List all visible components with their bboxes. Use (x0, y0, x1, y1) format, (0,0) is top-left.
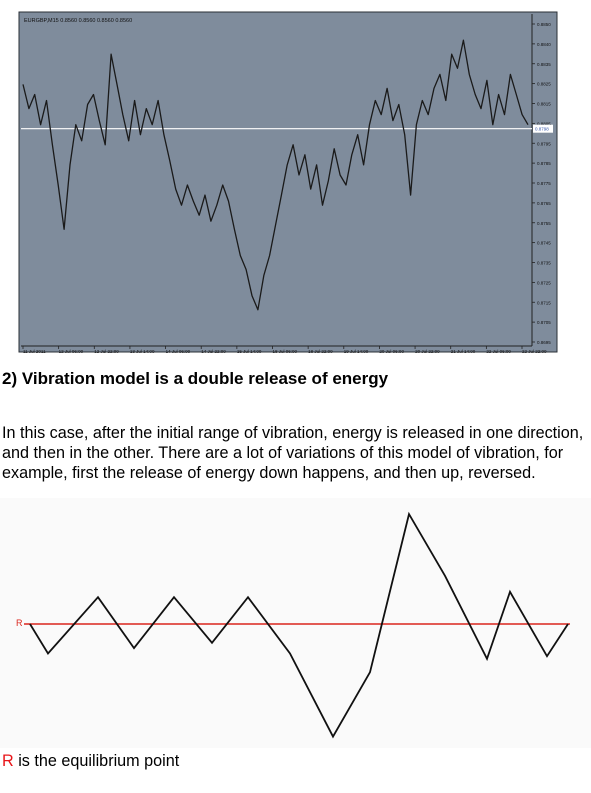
current-price-label-box (533, 124, 553, 133)
x-tick-label: 11 Jul 2011 (23, 349, 46, 354)
diagram-background (0, 498, 591, 748)
y-tick-label: 0.8785 (537, 161, 551, 166)
y-tick-label: 0.8805 (537, 121, 551, 126)
x-tick-label: 22 Jul 22:00 (522, 349, 547, 354)
y-tick-label: 0.8835 (537, 62, 551, 67)
x-tick-label: 20 Jul 22:00 (415, 349, 440, 354)
y-tick-label: 0.8850 (537, 22, 551, 27)
x-tick-label: 12 Jul 22:00 (94, 349, 119, 354)
equilibrium-label: R (16, 618, 23, 628)
x-tick-label: 19 Jul 14:00 (344, 349, 369, 354)
x-tick-label: 14 Jul 06:00 (166, 349, 191, 354)
x-tick-label: 20 Jul 06:00 (379, 349, 404, 354)
y-tick-label: 0.8825 (537, 82, 551, 87)
vibration-line (29, 511, 569, 739)
caption-symbol: R (2, 752, 14, 770)
y-tick-label: 0.8765 (537, 201, 551, 206)
x-tick-label: 14 Jul 22:00 (201, 349, 226, 354)
y-tick-label: 0.8745 (537, 241, 551, 246)
caption-text: is the equilibrium point (13, 752, 180, 770)
y-tick-label: 0.8695 (537, 340, 551, 345)
y-tick-label: 0.8795 (537, 141, 551, 146)
y-tick-label: 0.8840 (537, 42, 551, 47)
eurgbp-price-chart: EURGBP,M15 0.8560 0.8560 0.8560 0.8560 0.… (18, 11, 558, 354)
chart-title: EURGBP,M15 0.8560 0.8560 0.8560 0.8560 (24, 18, 132, 24)
y-tick-label: 0.8715 (537, 300, 551, 305)
x-tick-label: 12 Jul 06:00 (59, 349, 84, 354)
x-tick-label: 22 Jul 06:00 (486, 349, 511, 354)
x-tick-label: 18 Jul 06:00 (273, 349, 298, 354)
y-tick-label: 0.8775 (537, 181, 551, 186)
x-tick-label: 15 Jul 14:00 (237, 349, 262, 354)
current-price-label: 0.8798 (535, 127, 549, 132)
y-tick-label: 0.8705 (537, 320, 551, 325)
y-tick-label: 0.8815 (537, 102, 551, 107)
x-tick-label: 18 Jul 22:00 (308, 349, 333, 354)
y-tick-label: 0.8725 (537, 280, 551, 285)
section-heading: 2) Vibration model is a double release o… (2, 369, 389, 388)
x-tick-label: 13 Jul 14:00 (130, 349, 155, 354)
price-series-line (22, 39, 529, 311)
body-paragraph: In this case, after the initial range of… (2, 424, 584, 482)
y-tick-label: 0.8735 (537, 261, 551, 266)
chart-background (18, 11, 558, 353)
x-tick-label: 21 Jul 14:00 (451, 349, 476, 354)
caption: R is the equilibrium point (2, 751, 179, 771)
y-tick-label: 0.8755 (537, 221, 551, 226)
vibration-model-diagram: R (0, 498, 591, 748)
